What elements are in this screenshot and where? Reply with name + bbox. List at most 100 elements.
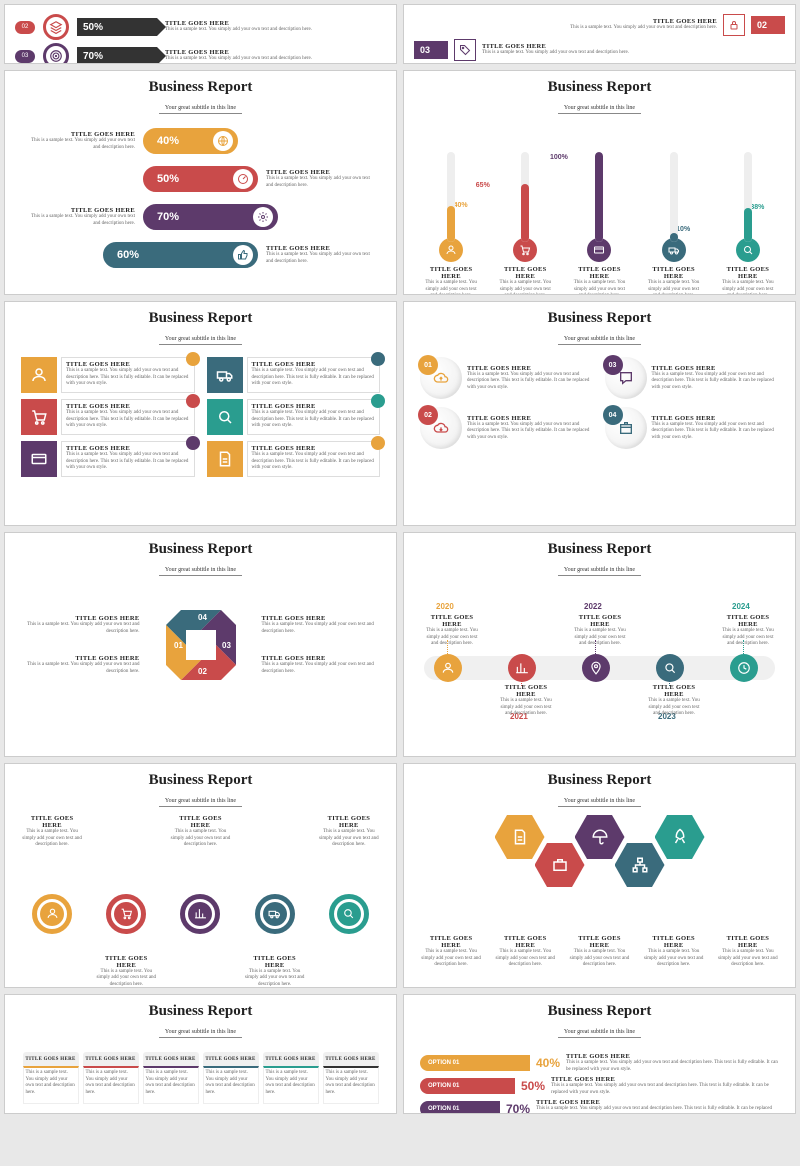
box-item: TITLE GOES HEREThis is a sample text. Yo… — [21, 441, 195, 477]
item-body: This is a sample text. You simply add yo… — [572, 280, 627, 295]
big-circle: 04 — [605, 407, 647, 449]
gear-icon — [257, 211, 269, 223]
item-body: This is a sample text. You simply add yo… — [266, 176, 376, 189]
item-body: This is a sample text. You simply add yo… — [718, 949, 778, 969]
icon-box — [207, 399, 243, 435]
hexagon — [535, 843, 585, 887]
thermo-value: 65% — [476, 182, 490, 189]
pill-value: 40% — [145, 135, 179, 147]
pill-value: 50% — [145, 173, 179, 185]
slide-title: Business Report — [15, 772, 386, 789]
doc-icon — [511, 828, 529, 846]
item-title: TITLE GOES HERE — [421, 935, 481, 949]
pill-icon — [233, 169, 253, 189]
item-body: This is a sample text. You simply add yo… — [262, 662, 387, 675]
ring — [106, 894, 146, 934]
item-title: TITLE GOES HERE — [569, 935, 629, 949]
ribbon-row: TITLE GOES HEREThis is a sample text. Yo… — [414, 14, 785, 36]
item-body: This is a sample text. You simply add yo… — [15, 622, 140, 635]
thermo-fill — [447, 206, 455, 242]
slide-title: Business Report — [15, 541, 386, 558]
number-ribbon: 03 — [414, 41, 448, 59]
option-percent: 70% — [506, 1102, 530, 1114]
percent-arrow: 50% — [77, 18, 157, 36]
number-ribbon: 02 — [751, 16, 785, 34]
item-title: TITLE GOES HERE — [96, 955, 156, 969]
slide-grid: 02 50% TITLE GOES HEREThis is a sample t… — [0, 0, 800, 1118]
thermo-fill — [595, 152, 603, 242]
hexagon — [615, 843, 665, 887]
item-body: This is a sample text. You simply add yo… — [266, 252, 376, 265]
item-body: This is a sample text. You simply add yo… — [25, 214, 135, 227]
corner-accent — [371, 394, 385, 408]
item-title: TITLE GOES HERE — [15, 655, 140, 662]
case-icon — [551, 856, 569, 874]
item-title: TITLE GOES HERE — [319, 815, 379, 829]
item-body: This is a sample text. You simply add yo… — [572, 628, 628, 648]
slide-11-curves: Business Report Your great subtitle in t… — [403, 994, 796, 1114]
icon-box — [207, 441, 243, 477]
option-percent: 50% — [521, 1079, 545, 1093]
item-body: This is a sample text. You simply add yo… — [319, 829, 379, 849]
thermo-tube — [447, 152, 455, 242]
percent-pill: 60% — [103, 242, 258, 268]
ring-inner — [40, 902, 64, 926]
item-title: TITLE GOES HERE — [424, 614, 480, 628]
item-body: This is a sample text. You simply add yo… — [720, 280, 775, 295]
corner-accent — [371, 436, 385, 450]
circle-item: 01 TITLE GOES HEREThis is a sample text.… — [420, 357, 595, 399]
box-text: TITLE GOES HEREThis is a sample text. Yo… — [247, 357, 381, 393]
item-title: TITLE GOES HERE — [25, 207, 135, 214]
pill-row: 60% TITLE GOES HEREThis is a sample text… — [25, 236, 376, 274]
cycle-arrows: 01 02 03 04 — [146, 590, 256, 700]
thermo-fill — [521, 184, 529, 243]
timeline-dot — [730, 654, 758, 682]
item-body: This is a sample text. You simply add yo… — [96, 969, 156, 989]
timeline-dot — [582, 654, 610, 682]
item-title: TITLE GOES HERE — [498, 266, 553, 280]
rocket-icon — [671, 828, 689, 846]
item-body: This is a sample text. You simply add yo… — [495, 949, 555, 969]
item-title: TITLE GOES HERE — [414, 18, 717, 25]
clock-icon — [737, 661, 751, 675]
item-body: This is a sample text. You simply add yo… — [414, 25, 717, 32]
item-title: TITLE GOES HERE — [646, 266, 701, 280]
pin-icon — [589, 661, 603, 675]
search-icon — [342, 907, 355, 920]
slide-6-cycle: Business Report Your great subtitle in t… — [4, 532, 397, 757]
thermo-tube — [521, 152, 529, 242]
item-title: TITLE GOES HERE — [245, 955, 305, 969]
item-title: TITLE GOES HERE — [262, 615, 387, 622]
arrow-row: 03 70% TITLE GOES HEREThis is a sample t… — [15, 43, 386, 64]
item-title: TITLE GOES HERE — [720, 614, 776, 628]
icon-circle — [43, 14, 69, 40]
hexagon — [655, 815, 705, 859]
tab-body: This is a sample text. You simply add yo… — [263, 1066, 319, 1104]
box-item: TITLE GOES HEREThis is a sample text. Yo… — [207, 357, 381, 393]
slide-title: Business Report — [414, 772, 785, 789]
ring-inner — [114, 902, 138, 926]
item-body: This is a sample text. You simply add yo… — [22, 829, 82, 849]
pill-value: 60% — [105, 249, 139, 261]
svg-text:04: 04 — [198, 613, 207, 622]
percent-pill: 50% — [143, 166, 258, 192]
tab-head: TITLE GOES HERE — [323, 1052, 379, 1066]
tab-head: TITLE GOES HERE — [263, 1052, 319, 1066]
thermo-fill — [670, 233, 678, 242]
item-title: TITLE GOES HERE — [266, 245, 376, 252]
corner-accent — [186, 394, 200, 408]
item-title: TITLE GOES HERE — [482, 43, 785, 50]
option-bar: OPTION 01 — [420, 1078, 515, 1094]
cloud-up-icon — [433, 370, 449, 386]
box-item: TITLE GOES HEREThis is a sample text. Yo… — [207, 441, 381, 477]
slide-title: Business Report — [414, 310, 785, 327]
svg-text:01: 01 — [174, 641, 183, 650]
slide-8-rings: Business Report Your great subtitle in t… — [4, 763, 397, 988]
circle-item: 03 TITLE GOES HEREThis is a sample text.… — [605, 357, 780, 399]
item-title: TITLE GOES HERE — [572, 614, 628, 628]
card-icon — [593, 244, 605, 256]
slide-subtitle: Your great subtitle in this line — [159, 798, 242, 807]
slide-title: Business Report — [15, 79, 386, 96]
item-title: TITLE GOES HERE — [495, 935, 555, 949]
big-circle: 03 — [605, 357, 647, 399]
